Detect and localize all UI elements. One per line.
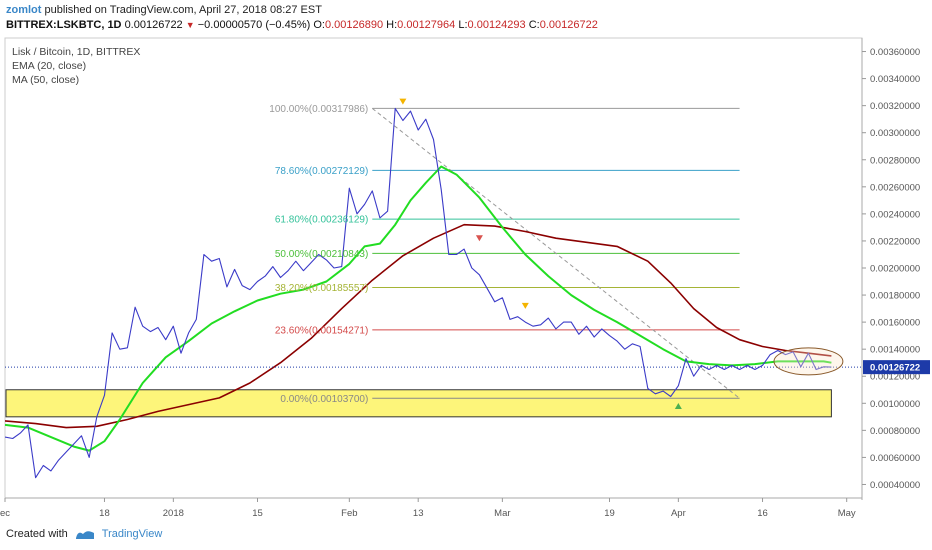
author-name[interactable]: zomlot	[6, 4, 42, 16]
open-value: 0.00126890	[324, 19, 384, 31]
x-tick-label: ec	[0, 508, 10, 519]
legend-ma[interactable]: MA (50, close)	[12, 74, 80, 86]
x-tick-label: 19	[604, 508, 615, 519]
fib-level-label: 38.20%(0.00185557)	[275, 283, 368, 294]
close-value: 0.00126722	[539, 19, 598, 31]
plot-frame	[4, 37, 863, 499]
tradingview-brand-link[interactable]: TradingView	[101, 528, 163, 540]
price-chart[interactable]: 0.00040000 0.00060000 0.00080000 0.00100000…	[0, 0, 932, 520]
y-tick-label: 0.00120000	[870, 372, 920, 383]
high-label: H:	[386, 19, 398, 31]
fib-trendline	[371, 107, 740, 399]
legend-title: Lisk / Bitcoin, 1D, BITTREX	[12, 46, 141, 58]
ema-line	[5, 165, 832, 452]
last-price: 0.00126722	[124, 19, 183, 31]
y-tick-label: 0.00360000	[870, 47, 920, 58]
highlight-ellipse	[773, 347, 844, 376]
ohlc-header: BITTREX:LSKBTC, 1D 0.00126722 ▼ −0.00000…	[6, 19, 598, 31]
x-tick-label: 15	[252, 508, 263, 519]
fib-level-label: 78.60%(0.00272129)	[275, 166, 368, 177]
footer: Created with TradingView	[6, 528, 162, 540]
y-tick-label: 0.00300000	[870, 128, 920, 139]
y-tick-label: 0.00280000	[870, 155, 920, 166]
x-tick-label: 16	[757, 508, 768, 519]
x-tick-label: 2018	[163, 508, 184, 519]
x-tick-label: Apr	[671, 508, 686, 519]
y-tick-label: 0.00140000	[870, 345, 920, 356]
chart-legend: Lisk / Bitcoin, 1D, BITTREX EMA (20, clo…	[12, 45, 140, 87]
publish-info: published on TradingView.com, April 27, …	[44, 4, 322, 16]
x-tick-label: 13	[413, 508, 424, 519]
price-change: −0.00000570 (−0.45%)	[197, 19, 311, 31]
down-marker-icon	[475, 235, 483, 242]
x-tick-label: Mar	[494, 508, 510, 519]
x-tick-label: 18	[99, 508, 110, 519]
y-tick-label: 0.00260000	[870, 182, 920, 193]
fib-level-label: 61.80%(0.00236129)	[275, 215, 368, 226]
fib-level-label: 100.00%(0.00317986)	[269, 104, 368, 115]
y-tick-label: 0.00340000	[870, 74, 920, 85]
support-zone	[5, 389, 832, 418]
y-tick-label: 0.00220000	[870, 236, 920, 247]
close-label: C:	[528, 19, 540, 31]
high-value: 0.00127964	[397, 19, 456, 31]
y-tick-label: 0.00160000	[870, 318, 920, 329]
open-label: O:	[313, 19, 325, 31]
y-tick-label: 0.00060000	[870, 453, 920, 464]
tradingview-logo-icon	[75, 531, 94, 539]
price-line	[5, 107, 832, 479]
fib-level-label: 50.00%(0.00210843)	[275, 249, 368, 260]
y-tick-label: 0.00320000	[870, 101, 920, 112]
symbol-label: BITTREX:LSKBTC, 1D	[6, 19, 122, 31]
last-price-tag: 0.00126722	[863, 360, 930, 375]
fib-level-label: 23.60%(0.00154271)	[275, 325, 368, 336]
y-tick-label: 0.00200000	[870, 264, 920, 275]
down-arrow-icon: ▼	[185, 20, 195, 30]
x-tick-label: May	[838, 508, 856, 519]
fib-level-label: 0.00%(0.00103700)	[280, 394, 368, 405]
publish-header: zomlot published on TradingView.com, Apr…	[6, 4, 322, 16]
y-tick-label: 0.00100000	[870, 399, 920, 410]
legend-ema[interactable]: EMA (20, close)	[12, 60, 87, 72]
y-tick-label: 0.00180000	[870, 291, 920, 302]
last-price-tag-label: 0.00126722	[870, 363, 920, 374]
plot-layer	[5, 98, 862, 479]
up-marker-icon	[674, 403, 682, 409]
down-marker-icon	[399, 98, 407, 105]
low-label: L:	[458, 19, 468, 31]
low-value: 0.00124293	[467, 19, 526, 31]
last-price-tag-bg	[863, 360, 930, 375]
x-tick-label: Feb	[341, 508, 357, 519]
created-with-label: Created with	[6, 528, 68, 540]
down-marker-icon	[521, 302, 529, 309]
y-tick-label: 0.00240000	[870, 209, 920, 220]
ma-line	[5, 223, 832, 429]
y-tick-label: 0.00040000	[870, 480, 920, 491]
y-tick-label: 0.00080000	[870, 426, 920, 437]
